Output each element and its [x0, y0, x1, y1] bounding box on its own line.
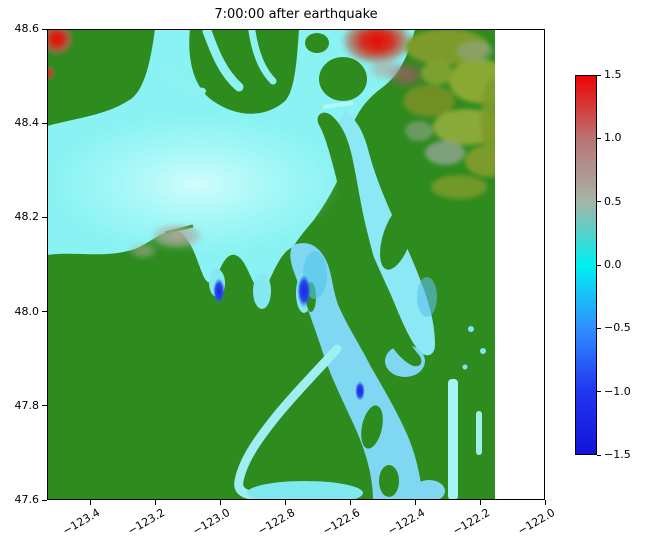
axes: [47, 29, 545, 500]
water-elliott-bay: [413, 480, 445, 500]
colorbar-tick-mark: [597, 137, 601, 139]
fidalgo-island: [319, 57, 367, 101]
negative-spot-port-townsend: [297, 274, 311, 308]
y-tick-label: 47.6: [14, 493, 40, 506]
gray-patch-north: [368, 58, 402, 80]
colorbar-tick-mark: [597, 201, 601, 203]
x-tick-mark: [349, 500, 351, 505]
x-tick-label: −122.4: [385, 506, 428, 538]
y-tick-mark: [42, 499, 47, 501]
water-channel-2: [248, 29, 277, 85]
bright-patch: [52, 114, 342, 254]
whidbey-island: [317, 112, 422, 367]
y-tick-mark: [42, 28, 47, 30]
negative-spot-sequim: [213, 278, 225, 304]
x-tick-mark: [544, 500, 546, 505]
map-raster: [47, 29, 495, 500]
y-tick-mark: [42, 216, 47, 218]
colorbar-tick-label: 0.5: [604, 194, 622, 208]
x-tick-mark: [154, 500, 156, 505]
colorbar-tick-label: 1.5: [604, 68, 622, 81]
deception-pass: [322, 101, 354, 109]
x-tick-label: −123.2: [125, 506, 168, 538]
water-lake-sammamish: [476, 411, 482, 455]
water-discovery-bay: [253, 273, 271, 309]
red-hotspot-left-edge: [47, 66, 55, 80]
colorbar-tick-mark: [597, 264, 601, 266]
x-tick-label: −123.4: [60, 506, 103, 538]
x-tick-label: −122.0: [515, 506, 558, 538]
y-tick-label: 48.2: [14, 210, 40, 224]
camano-island: [380, 204, 414, 270]
vashon-island: [379, 465, 399, 497]
colorbar-tick-label: 1.0: [604, 131, 622, 145]
water-lake-washington: [448, 379, 458, 500]
y-tick-label: 48.6: [14, 22, 40, 35]
guemes-island: [305, 33, 329, 53]
colorbar-tick-label: −0.5: [604, 321, 631, 335]
x-tick-mark: [219, 500, 221, 505]
y-tick-mark: [42, 405, 47, 407]
bainbridge-island: [361, 405, 383, 449]
gray-patch-1: [150, 223, 204, 249]
x-tick-label: −122.2: [450, 506, 493, 538]
everett-tint: [417, 277, 437, 317]
red-hotspot-north: [341, 29, 413, 65]
water-fleck-3: [462, 364, 468, 370]
colorbar-tick-label: 0.0: [604, 258, 622, 271]
water-channel-3: [164, 66, 206, 94]
water-puget-sound: [290, 243, 423, 500]
y-tick-label: 47.8: [14, 398, 40, 412]
olive-terrain: [403, 29, 495, 199]
water-south-sound: [247, 481, 363, 500]
water-channel-1: [202, 29, 244, 92]
colorbar: [575, 75, 597, 455]
water-fleck-2: [480, 348, 486, 354]
water-fleck-1: [468, 326, 474, 332]
gray-patch-2: [128, 243, 158, 259]
colorbar-tick-label: −1.0: [604, 384, 631, 398]
amplitude-blobs: [47, 29, 429, 259]
water-hood-canal: [234, 344, 342, 500]
x-tick-mark: [89, 500, 91, 505]
x-tick-label: −123.0: [190, 506, 233, 538]
y-tick-mark: [42, 311, 47, 313]
map-svg: [47, 29, 545, 500]
colorbar-tick-mark: [597, 454, 601, 456]
negative-spot-south: [355, 381, 365, 401]
colorbar-tick-mark: [597, 391, 601, 393]
colorbar-tick-mark: [597, 74, 601, 76]
y-tick-label: 48.0: [14, 304, 40, 318]
y-tick-mark: [42, 122, 47, 124]
plot-title: 7:00:00 after earthquake: [214, 7, 378, 22]
y-tick-label: 48.4: [14, 116, 40, 130]
x-tick-label: −122.8: [255, 506, 298, 538]
x-tick-mark: [284, 500, 286, 505]
x-tick-mark: [479, 500, 481, 505]
x-tick-label: −122.6: [320, 506, 363, 538]
colorbar-tick-mark: [597, 327, 601, 329]
red-hotspot-topleft: [47, 29, 74, 56]
x-tick-mark: [414, 500, 416, 505]
colorbar-tick-label: −1.5: [604, 448, 631, 461]
axes-frame: [47, 29, 545, 500]
negative-amplitude-spots: [213, 274, 365, 401]
